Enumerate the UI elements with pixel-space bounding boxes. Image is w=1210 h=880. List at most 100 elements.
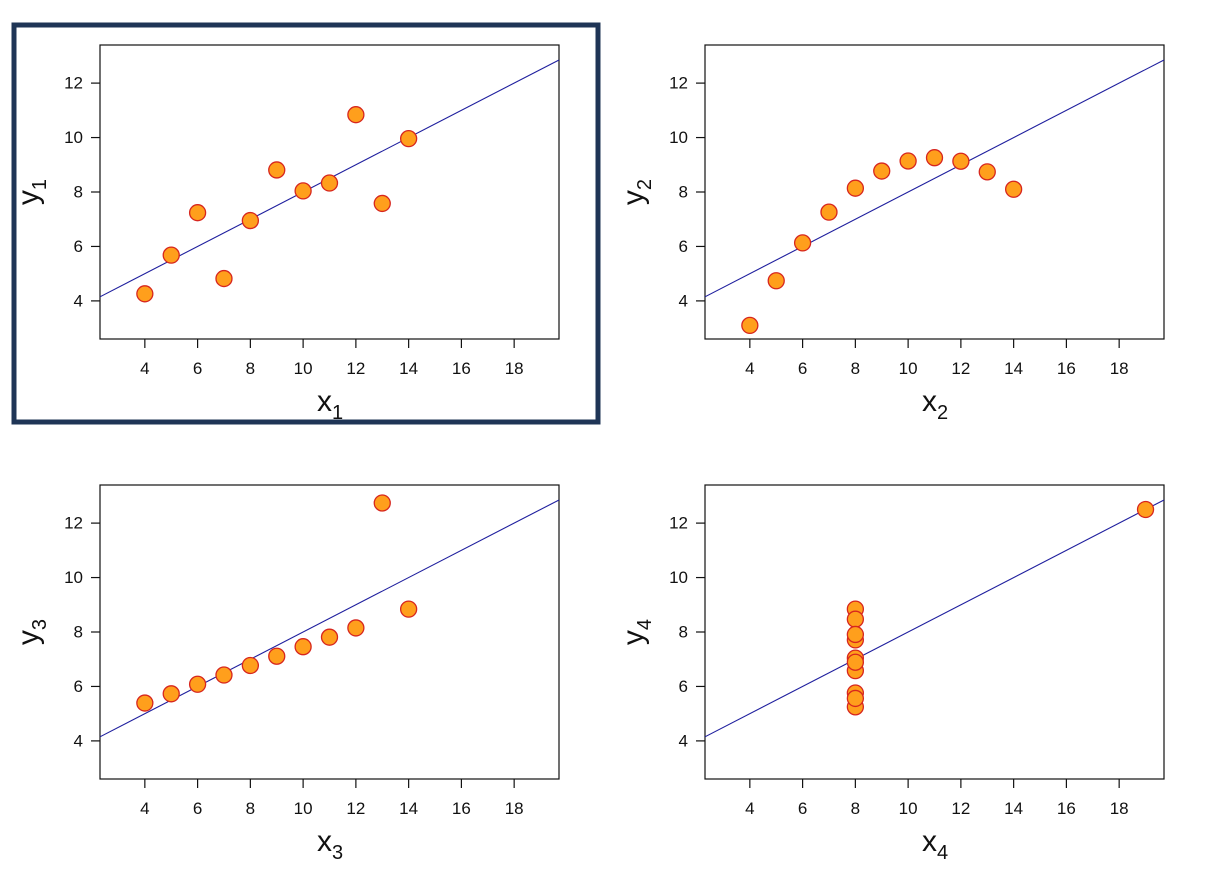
x-tick-label: 12 xyxy=(951,799,970,818)
x-axis-label: x3 xyxy=(317,825,343,864)
x-tick-label: 18 xyxy=(1110,359,1129,378)
data-point xyxy=(268,647,286,665)
data-point xyxy=(399,600,418,618)
data-point xyxy=(767,272,785,290)
x-tick-label: 8 xyxy=(246,359,255,378)
data-point xyxy=(215,269,233,288)
x-tick-label: 8 xyxy=(246,799,255,818)
data-point xyxy=(215,666,233,684)
y-tick-label: 8 xyxy=(74,623,83,642)
x-tick-label: 6 xyxy=(193,359,202,378)
x-axis-label: x2 xyxy=(922,385,948,424)
x-tick-label: 10 xyxy=(294,359,313,378)
y-tick-label: 12 xyxy=(669,514,688,533)
y-tick-label: 4 xyxy=(679,731,688,750)
x-tick-label: 14 xyxy=(1004,359,1023,378)
data-point xyxy=(373,494,391,512)
data-point xyxy=(188,204,207,222)
x-tick-label: 10 xyxy=(294,799,313,818)
data-point xyxy=(846,653,865,671)
data-point xyxy=(241,656,260,675)
y-tick-label: 10 xyxy=(669,128,688,147)
data-point xyxy=(1136,500,1155,519)
data-point xyxy=(241,211,260,230)
regression-line xyxy=(704,499,1165,738)
y-tick-label: 12 xyxy=(669,74,688,93)
data-point xyxy=(741,316,759,335)
x-tick-label: 16 xyxy=(1057,359,1076,378)
data-point xyxy=(136,694,154,712)
y-tick-label: 6 xyxy=(74,677,83,696)
data-point xyxy=(294,182,312,200)
y-tick-label: 4 xyxy=(679,291,688,310)
x-tick-label: 4 xyxy=(745,799,754,818)
y-tick-label: 8 xyxy=(74,183,83,202)
data-point xyxy=(873,162,891,180)
highlight-border xyxy=(11,22,601,425)
x-tick-label: 14 xyxy=(1004,799,1023,818)
data-point xyxy=(268,161,286,179)
data-point xyxy=(820,203,838,221)
x-tick-label: 4 xyxy=(745,359,754,378)
y-tick-label: 4 xyxy=(74,731,83,750)
y-tick-label: 6 xyxy=(679,677,688,696)
x-axis-label: x1 xyxy=(317,385,343,424)
data-point xyxy=(347,106,365,124)
data-point xyxy=(320,628,339,646)
data-point xyxy=(846,625,865,644)
data-point xyxy=(899,152,917,170)
data-point xyxy=(320,174,339,192)
data-point xyxy=(162,246,180,264)
x-tick-label: 8 xyxy=(851,799,860,818)
y-tick-label: 6 xyxy=(74,237,83,256)
y-axis-label: y1 xyxy=(12,179,51,205)
data-point xyxy=(162,685,180,703)
data-point xyxy=(978,163,996,181)
y-tick-label: 10 xyxy=(669,568,688,587)
x-tick-label: 4 xyxy=(140,799,149,818)
y-axis-label: y4 xyxy=(617,619,656,645)
x-tick-label: 12 xyxy=(346,799,365,818)
x-tick-label: 18 xyxy=(505,799,524,818)
data-point xyxy=(952,152,970,170)
y-tick-label: 10 xyxy=(64,128,83,147)
x-tick-label: 16 xyxy=(452,799,471,818)
y-tick-label: 4 xyxy=(74,291,83,310)
data-point xyxy=(925,149,944,167)
y-axis-label: y3 xyxy=(12,619,51,645)
data-point xyxy=(136,285,154,303)
y-tick-label: 12 xyxy=(64,514,83,533)
x-tick-label: 14 xyxy=(399,799,418,818)
data-point xyxy=(793,234,812,252)
x-tick-label: 16 xyxy=(1057,799,1076,818)
x-tick-label: 6 xyxy=(193,799,202,818)
plot-frame xyxy=(99,44,560,340)
y-tick-label: 12 xyxy=(64,74,83,93)
x-tick-label: 10 xyxy=(899,359,918,378)
data-point xyxy=(846,610,865,628)
plot-frame xyxy=(704,44,1165,340)
plot-frame xyxy=(704,484,1165,780)
x-tick-label: 4 xyxy=(140,359,149,378)
data-point xyxy=(399,129,418,148)
x-tick-label: 12 xyxy=(951,359,970,378)
data-point xyxy=(294,638,312,656)
x-tick-label: 10 xyxy=(899,799,918,818)
y-tick-label: 8 xyxy=(679,623,688,642)
x-tick-label: 16 xyxy=(452,359,471,378)
y-axis-label: y2 xyxy=(617,179,656,205)
data-point xyxy=(846,179,865,197)
x-tick-label: 18 xyxy=(1110,799,1129,818)
x-tick-label: 12 xyxy=(346,359,365,378)
regression-line xyxy=(704,59,1165,298)
y-tick-label: 6 xyxy=(679,237,688,256)
x-tick-label: 14 xyxy=(399,359,418,378)
data-point xyxy=(373,194,391,213)
x-tick-label: 8 xyxy=(851,359,860,378)
data-point xyxy=(1004,180,1023,198)
x-tick-label: 6 xyxy=(798,359,807,378)
